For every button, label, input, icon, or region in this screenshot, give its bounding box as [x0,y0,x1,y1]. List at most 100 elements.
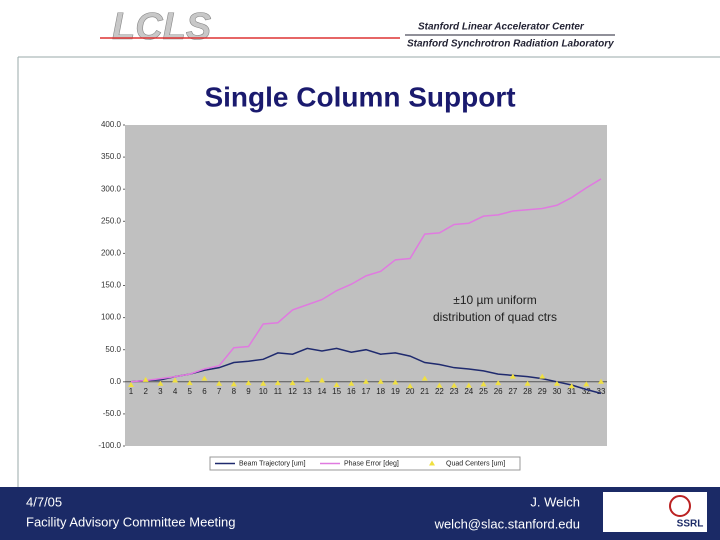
footer-email: welch@slac.stanford.edu [434,516,580,531]
marker [260,380,267,386]
y-tick-label: -50.0 [103,409,122,418]
x-tick-label: 6 [202,387,207,396]
y-tick-label: 350.0 [101,152,122,161]
header-org: Stanford Linear Accelerator Center [418,22,585,33]
x-tick-label: 13 [303,387,312,396]
footer-meeting: Facility Advisory Committee Meeting [26,514,236,529]
marker [509,373,516,379]
x-tick-label: 20 [406,387,415,396]
x-tick-label: 15 [332,387,341,396]
x-tick-label: 32 [582,387,591,396]
marker [216,380,223,386]
x-tick-label: 2 [143,387,148,396]
x-tick-label: 28 [523,387,532,396]
x-tick-label: 3 [158,387,163,396]
header-logo: LCLS [112,6,211,48]
legend [209,456,521,471]
x-tick-label: 31 [567,387,576,396]
x-tick-label: 30 [552,387,561,396]
marker [583,381,590,387]
x-tick-label: 23 [450,387,459,396]
marker [348,380,355,386]
marker [318,377,325,383]
marker [333,382,340,388]
plot-area [125,125,607,446]
legend-label: Beam Trajectory [um] [239,460,306,467]
x-tick-label: 25 [479,387,488,396]
marker [421,375,428,381]
x-tick-label: 8 [232,387,237,396]
x-tick-label: 26 [494,387,503,396]
marker [304,376,311,382]
x-tick-label: 22 [435,387,444,396]
marker [186,380,193,386]
y-tick-label: 0.0 [110,377,122,386]
marker [480,381,487,387]
marker [553,380,560,386]
x-tick-label: 11 [274,387,283,396]
y-tick-label: 100.0 [101,313,122,322]
marker [142,376,149,382]
marker [598,378,604,384]
footer-logo-ring [669,495,691,517]
x-tick-label: 19 [391,387,400,396]
series-line [130,178,602,383]
footer-logo: SSRL [677,519,704,530]
x-tick-label: 16 [347,387,356,396]
annotation: ±10 µm uniform [453,293,537,307]
marker [539,373,546,379]
marker [363,378,369,384]
annotation: distribution of quad ctrs [433,310,557,324]
x-tick-label: 33 [597,387,606,396]
marker [451,382,458,388]
header-org: Stanford Synchrotron Radiation Laborator… [407,39,614,50]
marker [245,380,252,386]
legend-label: Phase Error [deg] [344,460,399,467]
marker [157,380,164,386]
x-tick-label: 1 [129,387,134,396]
marker [128,382,134,388]
chart-title: Single Column Support [204,81,515,112]
y-tick-label: 200.0 [101,249,122,258]
footer-logo-box [603,492,707,532]
x-tick-label: 12 [288,387,297,396]
y-tick-label: 400.0 [101,120,122,129]
marker [172,377,179,383]
marker [230,381,237,387]
x-tick-label: 27 [508,387,517,396]
x-tick-label: 14 [317,387,326,396]
marker [465,382,472,388]
y-tick-label: 250.0 [101,216,122,225]
x-tick-label: 29 [538,387,547,396]
footer-author: J. Welch [530,494,580,509]
legend-label: Quad Centers [um] [446,460,505,467]
x-tick-label: 18 [376,387,385,396]
x-tick-label: 21 [420,387,429,396]
legend-swatch [429,460,435,466]
x-tick-label: 9 [246,387,251,396]
marker [568,383,575,389]
x-tick-label: 7 [217,387,222,396]
y-tick-label: 50.0 [105,345,121,354]
x-tick-label: 24 [464,387,473,396]
x-tick-label: 4 [173,387,178,396]
marker [436,382,443,388]
x-tick-label: 17 [362,387,371,396]
marker [377,378,384,384]
marker [201,375,208,381]
x-tick-label: 5 [188,387,193,396]
footer-date: 4/7/05 [26,494,62,509]
y-tick-label: -100.0 [98,441,121,450]
y-tick-label: 150.0 [101,281,122,290]
marker [274,380,281,386]
marker [495,380,502,386]
footer-band [0,487,720,540]
marker [392,379,399,385]
marker [407,383,414,389]
series-line [130,347,602,395]
marker [524,380,531,386]
y-tick-label: 300.0 [101,184,122,193]
marker [289,380,296,386]
x-tick-label: 10 [259,387,268,396]
